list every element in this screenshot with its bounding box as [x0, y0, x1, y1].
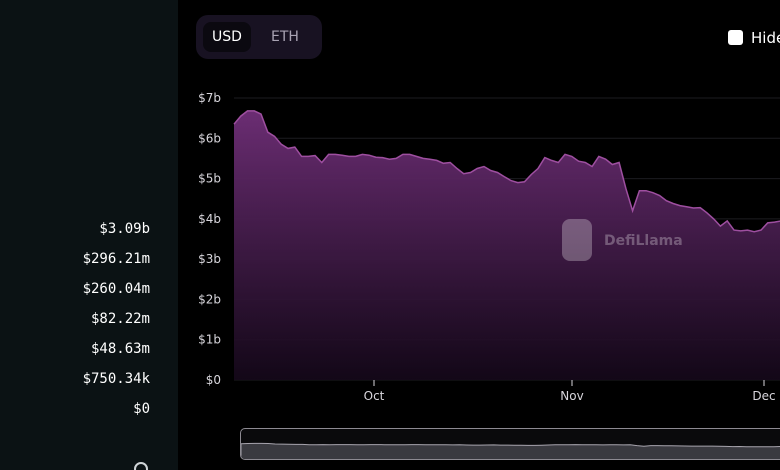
hide-label: Hide: [751, 29, 780, 47]
metric-value-3: $260.04m: [82, 281, 150, 297]
y-tick-label: $1b: [198, 333, 221, 347]
hide-checkbox[interactable]: [728, 30, 743, 45]
range-brush[interactable]: [240, 428, 780, 460]
x-tick-label: Nov: [560, 389, 583, 403]
x-tick-label: Oct: [364, 389, 385, 403]
y-tick-label: $7b: [198, 91, 221, 105]
y-tick-label: $2b: [198, 292, 221, 306]
info-icon[interactable]: [134, 462, 148, 470]
metric-value-2: $296.21m: [82, 251, 150, 267]
metric-value-7: $0: [133, 401, 150, 417]
y-tick-label: $0: [206, 373, 221, 387]
series-area: [234, 110, 780, 380]
watermark-text: DefiLlama: [604, 233, 683, 249]
currency-toggle: USD ETH: [196, 15, 322, 59]
y-axis: $0 $1b $2b $3b $4b $5b $6b $7b: [198, 91, 221, 387]
metric-value-5: $48.63m: [90, 341, 150, 357]
x-axis: Oct Nov Dec: [364, 389, 776, 403]
y-tick-label: $4b: [198, 212, 221, 226]
series-line: [233, 110, 780, 233]
metrics-panel: $3.09b $296.21m $260.04m $82.22m $48.63m…: [0, 0, 178, 470]
brush-series-preview: [241, 442, 780, 459]
eth-toggle-button[interactable]: ETH: [271, 29, 299, 45]
defillama-watermark: DefiLlama: [562, 219, 683, 261]
tvl-area-chart[interactable]: $0 $1b $2b $3b $4b $5b $6b $7b Oct Nov D…: [178, 80, 780, 410]
metric-value-4: $82.22m: [90, 311, 150, 327]
x-tick-label: Dec: [752, 389, 775, 403]
usd-toggle-button[interactable]: USD: [203, 22, 251, 52]
llama-logo-icon: [562, 219, 592, 261]
metric-value-6: $750.34k: [82, 371, 150, 387]
metric-value-1: $3.09b: [99, 221, 150, 237]
y-tick-label: $3b: [198, 252, 221, 266]
y-tick-label: $5b: [198, 172, 221, 186]
chart-area: USD ETH Hide $0 $1b $2b $3b $4b $5b: [178, 0, 780, 470]
y-tick-label: $6b: [198, 131, 221, 145]
